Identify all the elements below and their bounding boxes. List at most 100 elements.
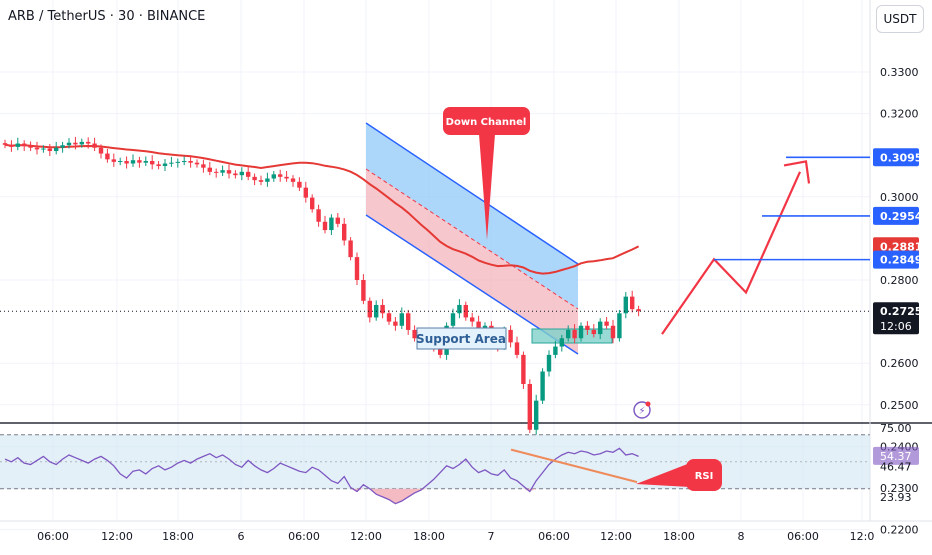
moving-average-line <box>4 143 640 275</box>
candle-body <box>521 354 526 384</box>
price-tick-label: 0.2200 <box>880 524 919 537</box>
price-badge-ma: 0.2881 <box>880 240 922 253</box>
candle-body <box>258 180 264 182</box>
candle-body <box>361 280 366 301</box>
candle-body <box>188 161 193 163</box>
price-tick-label: 0.2300 <box>880 482 919 495</box>
candle-body <box>585 325 590 330</box>
candle-body <box>617 313 622 339</box>
rsi-tick-label: 75.00 <box>880 422 912 435</box>
alert-icon-glyph: ⚡ <box>638 406 645 417</box>
candle-body <box>239 171 244 176</box>
candle-body <box>162 163 168 167</box>
candle-body <box>246 171 251 177</box>
time-tick-label: 18:00 <box>413 530 445 543</box>
channel-upper-fill <box>366 123 578 309</box>
candle-body <box>278 174 283 177</box>
candle-body <box>463 304 468 318</box>
time-tick-label: 8 <box>738 530 745 543</box>
channel-lower-fill <box>366 169 578 354</box>
candle-body <box>297 181 302 188</box>
rsi-callout-pointer <box>636 463 690 487</box>
candle-body <box>566 329 571 339</box>
candle-body <box>284 176 289 179</box>
rsi-tick-label: 23.93 <box>880 491 912 504</box>
countdown-badge: 12:06 <box>880 320 912 333</box>
candle-body <box>2 143 8 145</box>
candle-body <box>514 342 520 355</box>
candle-body <box>438 346 443 355</box>
price-badge-target-3-bg <box>873 250 919 269</box>
candle-body <box>98 147 104 154</box>
candle-body <box>226 170 232 174</box>
price-tick-label: 0.2800 <box>880 274 919 287</box>
rsi-callout-bubble <box>686 459 722 491</box>
time-tick-label: 18:00 <box>663 530 695 543</box>
candle-body <box>265 178 270 182</box>
time-tick-label: 6 <box>238 530 245 543</box>
candle-body <box>66 142 72 146</box>
currency-button[interactable]: USDT <box>876 5 924 33</box>
price-tick-label: 0.3300 <box>880 66 919 79</box>
candle-body <box>182 161 187 163</box>
candle-body <box>508 329 513 343</box>
channel-midline <box>365 168 579 310</box>
time-tick-label: 12:00 <box>350 530 382 543</box>
candle-body <box>412 329 417 339</box>
rsi-tick-label: 46.47 <box>880 461 912 474</box>
price-tick-label: 0.3200 <box>880 108 919 121</box>
candle-body <box>22 143 27 147</box>
candle-body <box>156 164 161 167</box>
candle-body <box>348 240 353 258</box>
candle-body <box>367 300 372 318</box>
candle-body <box>86 141 91 144</box>
candle-body <box>591 329 596 335</box>
rsi-divergence-line <box>510 448 638 484</box>
candle-body <box>393 321 398 326</box>
candle-body <box>41 148 46 150</box>
candle-body <box>457 304 462 314</box>
candle-body <box>380 304 385 314</box>
candle-body <box>233 173 238 176</box>
last-price-badge-bg <box>873 302 919 335</box>
candle-body <box>534 400 539 430</box>
support-label-box <box>416 327 507 350</box>
candle-body <box>150 161 155 165</box>
candle-body <box>271 174 276 179</box>
symbol-header: ARB / TetherUS · 30 · BINANCE <box>8 9 206 24</box>
price-tick-label: 0.2500 <box>880 399 919 412</box>
candle-body <box>354 257 360 280</box>
candle-body <box>604 321 609 326</box>
candle-body <box>322 221 328 231</box>
projection-path <box>661 171 802 335</box>
candle-body <box>130 160 136 164</box>
candle-body <box>636 309 641 312</box>
down-channel-pointer <box>479 134 495 240</box>
down-channel-bubble <box>443 107 530 135</box>
rsi-oversold-fill <box>5 488 639 504</box>
price-badge-target-2-bg <box>873 206 919 225</box>
candle-body <box>540 371 545 401</box>
candle-body <box>194 162 200 165</box>
candle-body <box>406 313 411 330</box>
candle-body <box>175 161 180 163</box>
candle-body <box>316 209 321 222</box>
candle-body <box>79 141 84 145</box>
time-tick-label: 12:00 <box>101 530 133 543</box>
candle-body <box>137 160 142 163</box>
candle-body <box>572 329 577 339</box>
candle-body <box>143 161 148 163</box>
price-tick-label: 0.2600 <box>880 357 919 370</box>
rsi-line <box>4 447 639 505</box>
candle-body <box>290 178 296 182</box>
candle-body <box>9 144 14 147</box>
price-badge-target-1: 0.3095 <box>880 151 922 164</box>
candle-body <box>578 325 584 339</box>
projection-arrowhead <box>783 160 811 184</box>
candle-body <box>105 153 110 160</box>
candle-body <box>342 223 347 241</box>
candle-body <box>335 217 340 224</box>
price-badge-target-1-bg <box>873 148 919 167</box>
